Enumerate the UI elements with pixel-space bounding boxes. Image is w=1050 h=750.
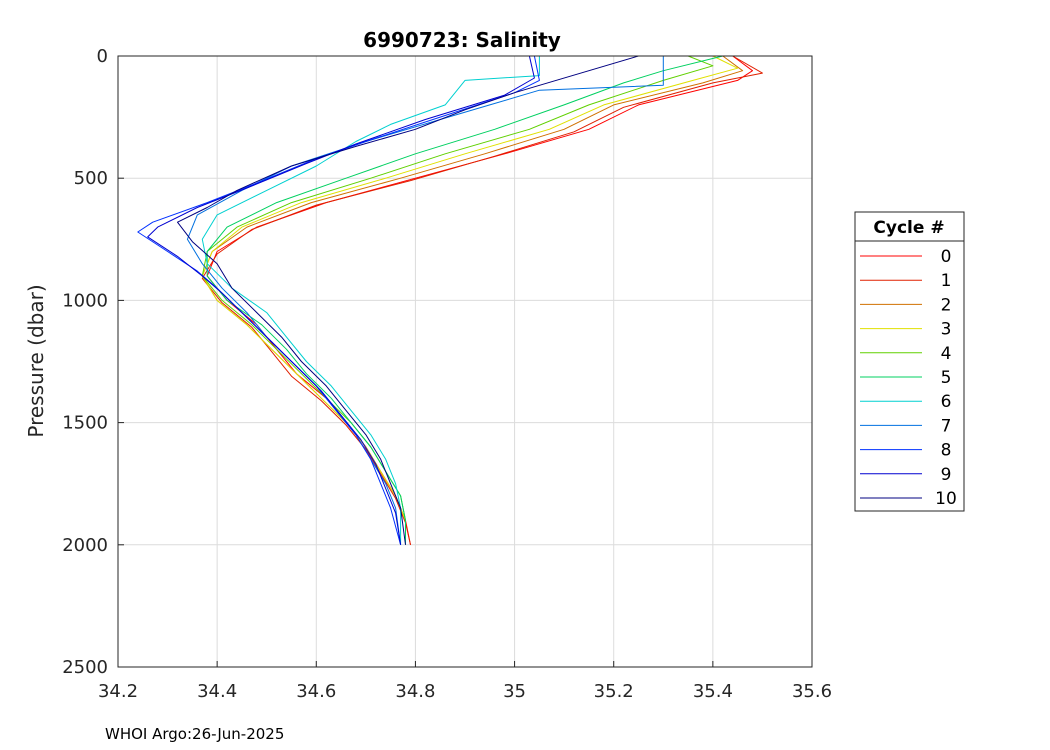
- legend-label-cycle-2: 2: [941, 295, 952, 315]
- x-tick-label: 34.6: [296, 681, 336, 702]
- y-axis-label: Pressure (dbar): [24, 284, 48, 437]
- y-axis-ticks: 0 500 1000 1500 2000 2500: [62, 46, 124, 678]
- legend-label-cycle-6: 6: [941, 392, 952, 412]
- series-line-cycle-1: [201, 55, 763, 545]
- series-line-cycle-10: [177, 55, 639, 545]
- x-tick-label: 35.2: [594, 681, 634, 702]
- legend-label-cycle-8: 8: [941, 441, 952, 461]
- y-tick-label: 2000: [62, 535, 108, 556]
- x-tick-label: 35: [503, 681, 526, 702]
- chart-title: 6990723: Salinity: [363, 28, 561, 52]
- legend-label-cycle-10: 10: [935, 489, 957, 509]
- plot-frame: [117, 55, 813, 668]
- legend-label-cycle-3: 3: [941, 320, 952, 340]
- series-lines: [137, 55, 763, 545]
- y-tick-label: 2500: [62, 657, 108, 678]
- series-line-cycle-8: [137, 55, 540, 545]
- y-tick-label: 1000: [62, 290, 108, 311]
- legend-label-cycle-5: 5: [941, 368, 952, 388]
- legend-items: 0 1 2 3 4 5 6 7 8 9 10: [860, 247, 957, 509]
- x-axis-ticks: 34.2 34.4 34.6 34.8 35 35.2 35.4 35.6: [98, 661, 832, 702]
- x-tick-label: 34.8: [395, 681, 435, 702]
- legend: Cycle # 0 1 2 3 4 5 6 7 8 9 10: [854, 211, 965, 512]
- x-tick-label: 34.2: [98, 681, 138, 702]
- legend-title: Cycle #: [873, 218, 944, 238]
- legend-label-cycle-9: 9: [941, 465, 952, 485]
- series-line-cycle-6: [201, 56, 540, 545]
- legend-box: [854, 211, 965, 512]
- y-tick-label: 0: [97, 46, 108, 67]
- y-tick-label: 1500: [62, 413, 108, 434]
- y-tick-label: 500: [74, 168, 108, 189]
- x-tick-label: 34.4: [197, 681, 237, 702]
- legend-label-cycle-7: 7: [941, 416, 952, 436]
- plot-area: [118, 56, 812, 667]
- legend-label-cycle-4: 4: [941, 344, 952, 364]
- series-line-cycle-9: [147, 55, 535, 545]
- legend-label-cycle-1: 1: [941, 271, 952, 291]
- legend-label-cycle-0: 0: [941, 247, 952, 267]
- x-tick-label: 35.4: [693, 681, 733, 702]
- x-tick-label: 35.6: [792, 681, 832, 702]
- footer-credit: WHOI Argo:26-Jun-2025: [105, 725, 285, 743]
